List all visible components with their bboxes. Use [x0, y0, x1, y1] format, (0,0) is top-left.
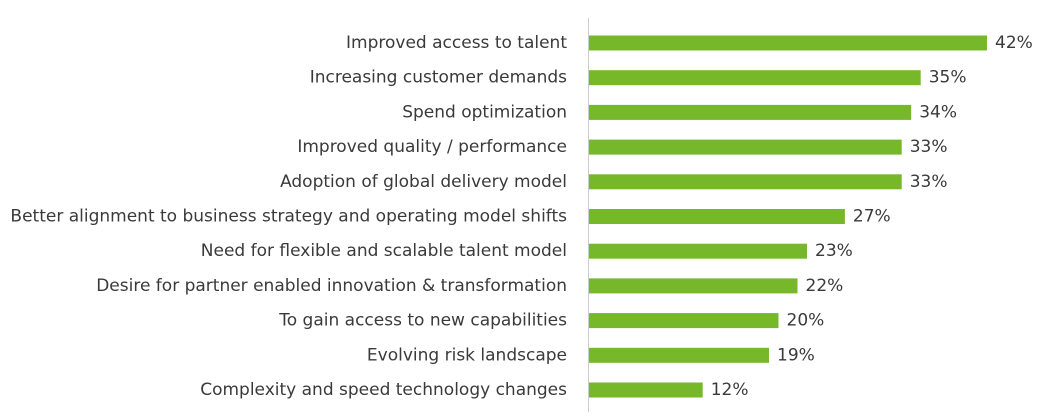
category-labels-group: Improved access to talent Increasing cust… [10, 33, 567, 400]
category-label: To gain access to new capabilities [278, 311, 567, 331]
bar-10 [589, 382, 703, 398]
category-label: Complexity and speed technology changes [200, 380, 567, 400]
category-label: Better alignment to business strategy an… [10, 207, 567, 227]
bar-0 [589, 35, 987, 51]
bar-5 [589, 209, 845, 224]
category-label: Improved access to talent [346, 33, 567, 53]
value-label: 35% [929, 68, 967, 88]
value-label: 27% [853, 207, 891, 227]
value-label: 42% [995, 33, 1033, 53]
category-label: Spend optimization [402, 102, 567, 122]
value-label: 20% [787, 311, 825, 331]
value-label: 22% [806, 276, 844, 296]
value-label: 34% [919, 102, 957, 122]
bar-4 [589, 174, 902, 190]
category-label: Improved quality / performance [297, 137, 567, 157]
category-label: Adoption of global delivery model [280, 172, 567, 192]
bar-7 [589, 278, 798, 294]
value-labels-group: 42% 35% 34% 33% 33% 27%23% 22% 20% 19% 12% [711, 33, 1033, 400]
bars-group [589, 35, 987, 398]
category-label: Increasing customer demands [310, 68, 567, 88]
bar-3 [589, 139, 902, 155]
value-label: 12% [711, 380, 749, 400]
category-label: Evolving risk landscape [367, 345, 567, 365]
bar-1 [589, 70, 921, 86]
value-label: 23% [815, 241, 853, 261]
value-label: 33% [910, 137, 948, 157]
bar-6 [589, 243, 807, 259]
value-label: 19% [777, 345, 815, 365]
category-label: Desire for partner enabled innovation & … [96, 276, 567, 296]
bar-2 [589, 104, 912, 120]
value-label: 33% [910, 172, 948, 192]
category-label: Need for flexible and scalable talent mo… [201, 241, 567, 261]
bar-8 [589, 313, 779, 329]
bar-9 [589, 347, 769, 363]
